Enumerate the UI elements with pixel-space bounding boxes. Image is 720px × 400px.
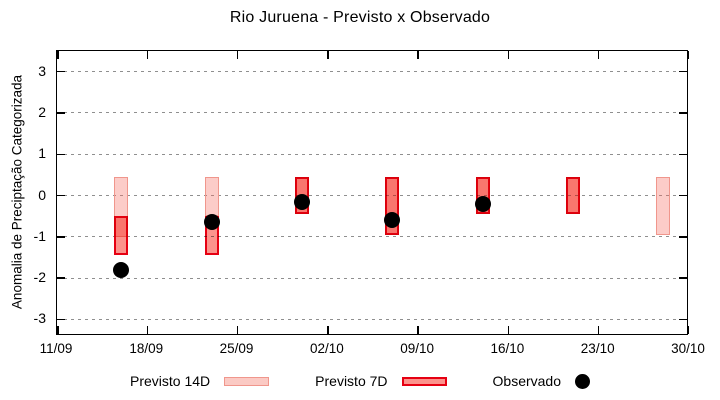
x-tick-top-02/10 <box>327 51 329 59</box>
bar-previsto-14d-28/10 <box>656 176 671 235</box>
x-tick-top-30/10 <box>687 51 689 59</box>
bar-previsto-14d-23/09 <box>204 176 219 217</box>
observado-dot-30/09 <box>294 193 311 210</box>
x-tick-top-23/10 <box>597 51 600 59</box>
x-tick-top-16/10 <box>507 51 510 59</box>
y-tick-left-0 <box>57 194 65 197</box>
gridline-y-3 <box>57 71 687 73</box>
x-tick-bottom-18/09 <box>146 326 149 334</box>
y-tick-label-0: 0 <box>38 186 46 203</box>
y-tick-left--1 <box>57 236 65 238</box>
y-tick-label-1: 1 <box>38 145 46 162</box>
x-tick-label-25/09: 25/09 <box>219 341 254 356</box>
legend-label-observado: Observado <box>492 373 561 389</box>
y-tick-right-3 <box>679 70 687 73</box>
y-tick-right--3 <box>679 318 687 321</box>
x-tick-bottom-30/10 <box>687 326 689 334</box>
observado-dot-16/09 <box>113 261 130 278</box>
y-tick-right--2 <box>679 277 687 279</box>
y-tick-label--2: -2 <box>33 269 46 286</box>
observado-dot-07/10 <box>384 212 401 229</box>
gridline-y-1 <box>57 153 687 155</box>
gridline-y--1 <box>57 236 687 238</box>
x-tick-label-18/09: 18/09 <box>129 341 164 356</box>
y-tick-label--3: -3 <box>33 310 46 327</box>
bar-previsto-7d-16/09 <box>114 216 129 256</box>
legend-swatch-previsto-7d-icon <box>401 376 447 386</box>
y-tick-right-1 <box>679 153 687 155</box>
y-tick-label--1: -1 <box>33 227 46 244</box>
legend-item-observado: Observado <box>493 373 590 389</box>
legend: Previsto 14D Previsto 7D Observado <box>0 373 720 389</box>
x-tick-label-30/10: 30/10 <box>671 341 705 356</box>
gridline-y-0 <box>57 195 687 197</box>
observado-dot-23/09 <box>203 214 220 231</box>
x-tick-bottom-02/10 <box>327 326 329 334</box>
gridline-y--2 <box>57 277 687 279</box>
gridline-y--3 <box>57 318 687 320</box>
y-tick-left-3 <box>57 70 65 73</box>
x-tick-bottom-09/10 <box>417 326 419 334</box>
x-tick-top-11/09 <box>57 51 59 59</box>
y-tick-right-2 <box>679 112 687 114</box>
y-tick-right-0 <box>679 194 687 197</box>
x-tick-top-09/10 <box>417 51 419 59</box>
y-tick-left--3 <box>57 318 65 321</box>
plot-area <box>56 50 689 335</box>
x-tick-label-09/10: 09/10 <box>400 341 435 356</box>
legend-label-previsto-14d: Previsto 14D <box>130 373 211 389</box>
legend-item-previsto-14d: Previsto 14D <box>130 373 270 389</box>
chart-title: Rio Juruena - Previsto x Observado <box>229 9 491 26</box>
y-tick-left-1 <box>57 153 65 155</box>
x-tick-bottom-11/09 <box>57 326 59 334</box>
legend-label-previsto-7d: Previsto 7D <box>315 373 388 389</box>
y-tick-right--1 <box>679 236 687 238</box>
legend-marker-observado-icon <box>575 373 590 389</box>
y-tick-label-2: 2 <box>38 103 46 120</box>
x-tick-label-23/10: 23/10 <box>580 341 615 356</box>
x-tick-label-02/10: 02/10 <box>309 341 344 356</box>
legend-swatch-previsto-14d-icon <box>224 376 270 386</box>
x-tick-bottom-16/10 <box>507 326 510 334</box>
bar-previsto-7d-21/10 <box>565 176 580 215</box>
x-tick-bottom-25/09 <box>236 326 239 334</box>
x-tick-label-11/09: 11/09 <box>39 341 73 356</box>
y-tick-left-2 <box>57 112 65 114</box>
legend-item-previsto-7d: Previsto 7D <box>315 373 447 389</box>
x-tick-top-18/09 <box>146 51 149 59</box>
x-tick-label-16/10: 16/10 <box>490 341 525 356</box>
y-tick-left--2 <box>57 277 65 279</box>
x-tick-top-25/09 <box>236 51 239 59</box>
gridline-y-2 <box>57 112 687 114</box>
x-tick-bottom-23/10 <box>597 326 600 334</box>
observado-dot-14/10 <box>474 195 491 212</box>
y-tick-label-3: 3 <box>38 62 46 79</box>
